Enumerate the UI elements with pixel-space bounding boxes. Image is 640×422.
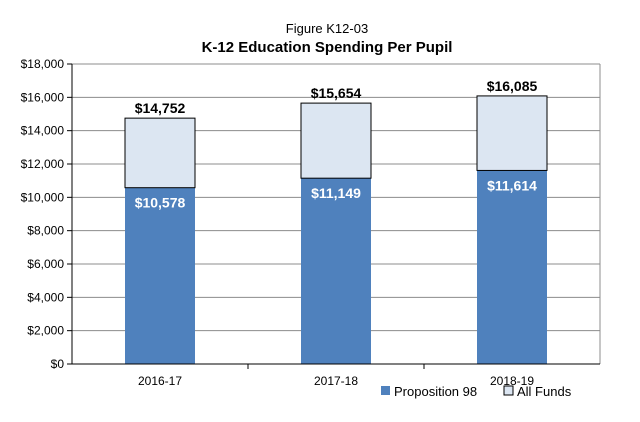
y-tick-label: $12,000 <box>21 157 65 171</box>
y-axis: $0 $2,000 $4,000 $6,000 $8,000 $10,000 $12,000… <box>21 57 73 371</box>
chart-title: Figure K12-03 <box>286 21 368 36</box>
y-tick-label: $14,000 <box>21 124 65 138</box>
legend: Proposition 98 All Funds <box>381 384 572 399</box>
chart-subtitle: K-12 Education Spending Per Pupil <box>202 39 453 56</box>
y-tick-label: $6,000 <box>27 257 64 271</box>
bar-segment-all-funds <box>476 95 548 171</box>
bar-segment-all-funds <box>300 102 372 179</box>
y-tick-label: $2,000 <box>27 324 64 338</box>
bars: $10,578 $14,752 $11,149 $15,654 $11,614 $16,0… <box>124 78 548 364</box>
data-label-proposition-98: $11,614 <box>487 177 537 193</box>
legend-swatch-all-funds <box>503 385 514 396</box>
legend-swatch-proposition-98 <box>381 386 390 395</box>
y-tick-label: $18,000 <box>21 57 65 71</box>
y-tick-label: $4,000 <box>27 290 64 304</box>
legend-label-all-funds: All Funds <box>517 384 572 399</box>
y-tick-label: $10,000 <box>21 190 65 204</box>
data-label-proposition-98: $10,578 <box>135 195 186 211</box>
y-tick-label: $16,000 <box>21 90 65 104</box>
bar-segment-proposition-98 <box>301 178 371 364</box>
data-label-total: $15,654 <box>311 85 362 101</box>
x-axis: 2016-17 2017-18 2018-19 <box>72 363 600 388</box>
x-tick-label: 2016-17 <box>138 374 182 388</box>
bar-segment-all-funds <box>124 117 196 189</box>
x-tick-label: 2017-18 <box>314 374 358 388</box>
x-tick-label: 2018-19 <box>490 374 534 388</box>
data-label-total: $16,085 <box>487 78 538 94</box>
data-label-proposition-98: $11,149 <box>311 185 361 201</box>
bar-segment-proposition-98 <box>125 187 195 364</box>
y-tick-label: $0 <box>51 357 65 371</box>
bar-segment-proposition-98 <box>477 170 547 364</box>
legend-label-proposition-98: Proposition 98 <box>394 384 477 399</box>
y-tick-label: $8,000 <box>27 224 64 238</box>
data-label-total: $14,752 <box>135 100 186 116</box>
